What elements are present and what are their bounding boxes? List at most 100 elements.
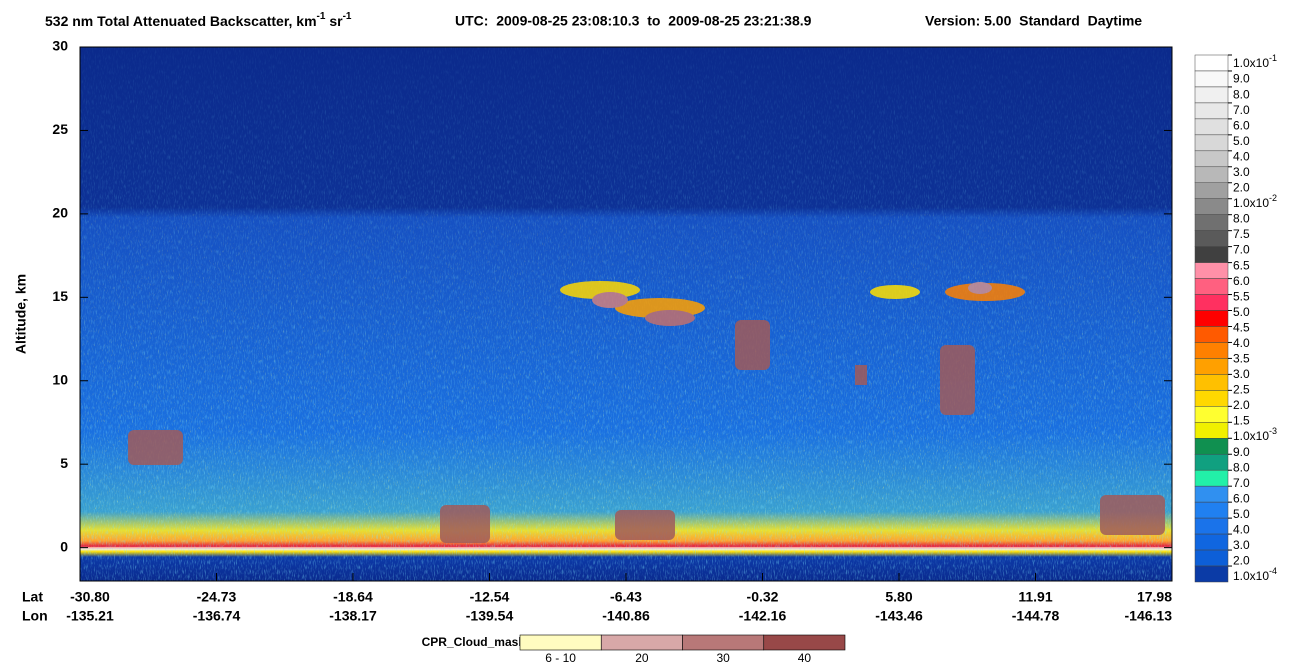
colorbar-swatch bbox=[1194, 262, 1229, 279]
colorbar-label: 1.0x10-1 bbox=[1233, 53, 1277, 70]
lon-tick-label: -142.16 bbox=[739, 608, 787, 624]
lon-tick-label: -143.46 bbox=[875, 608, 923, 624]
colorbar-swatch bbox=[1194, 102, 1229, 120]
lat-tick-label: -12.54 bbox=[470, 589, 510, 605]
colorbar-swatch bbox=[1194, 469, 1229, 487]
colorbar-label: 7.5 bbox=[1233, 227, 1250, 241]
colorbar-swatch bbox=[1194, 230, 1229, 247]
y-tick-label: 15 bbox=[52, 288, 68, 304]
colorbar-swatch bbox=[1194, 118, 1229, 136]
lon-tick-label: -136.74 bbox=[193, 608, 241, 624]
cloud-mask-title: CPR_Cloud_mask bbox=[422, 635, 526, 649]
colorbar-label: 8.0 bbox=[1233, 87, 1250, 101]
colorbar-swatch bbox=[1194, 310, 1229, 327]
colorbar-label: 1.0x10-2 bbox=[1233, 193, 1277, 210]
colorbar-label: 3.5 bbox=[1233, 352, 1250, 366]
colorbar-swatch bbox=[1194, 374, 1229, 391]
y-tick-label: 5 bbox=[60, 455, 68, 471]
y-tick-label: 0 bbox=[60, 538, 68, 554]
colorbar-label: 8.0 bbox=[1233, 212, 1250, 226]
colorbar-label: 7.0 bbox=[1233, 476, 1250, 490]
colorbar-swatch bbox=[1194, 358, 1229, 375]
colorbar-label: 1.0x10-4 bbox=[1233, 566, 1277, 583]
y-tick-label: 20 bbox=[52, 205, 68, 221]
cloud-mask-swatch bbox=[763, 634, 846, 651]
colorbar-swatch bbox=[1194, 246, 1229, 263]
lat-tick-label: -30.80 bbox=[70, 589, 110, 605]
lon-tick-label: -138.17 bbox=[329, 608, 377, 624]
colorbar-label: 2.5 bbox=[1233, 383, 1250, 397]
colorbar-swatch bbox=[1194, 70, 1229, 88]
colorbar-label: 4.0 bbox=[1233, 336, 1250, 350]
chart-title: 532 nm Total Attenuated Backscatter, km-… bbox=[45, 11, 352, 29]
colorbar-label: 9.0 bbox=[1233, 445, 1250, 459]
colorbar-swatch bbox=[1194, 501, 1229, 519]
colorbar-label: 6.0 bbox=[1233, 491, 1250, 505]
colorbar-swatch bbox=[1194, 390, 1229, 407]
colorbar-swatch bbox=[1194, 214, 1229, 231]
colorbar-swatch bbox=[1194, 406, 1229, 423]
colorbar-label: 3.0 bbox=[1233, 367, 1250, 381]
colorbar-label: 2.0 bbox=[1233, 554, 1250, 568]
cloud-mask-swatch bbox=[600, 634, 683, 651]
colorbar-label-base: 1.0x10 bbox=[1233, 429, 1269, 443]
colorbar-label-exp: -2 bbox=[1269, 193, 1277, 203]
lat-label: Lat bbox=[22, 589, 43, 605]
colorbar-label-exp: -4 bbox=[1269, 566, 1277, 576]
lon-tick-label: -144.78 bbox=[1012, 608, 1060, 624]
colorbar-swatch bbox=[1194, 294, 1229, 311]
cloud-mask-label: 6 - 10 bbox=[545, 651, 576, 665]
colorbar-label-base: 1.0x10 bbox=[1233, 196, 1269, 210]
colorbar-swatch bbox=[1194, 533, 1229, 551]
backscatter-field bbox=[80, 47, 1172, 581]
colorbar-label: 6.5 bbox=[1233, 258, 1250, 272]
lat-tick-label: -18.64 bbox=[333, 589, 373, 605]
colorbar-label: 8.0 bbox=[1233, 460, 1250, 474]
colorbar-swatch bbox=[1194, 517, 1229, 535]
lon-tick-label: -135.21 bbox=[66, 608, 114, 624]
colorbar-label: 5.0 bbox=[1233, 305, 1250, 319]
version: Version: 5.00 Standard Daytime bbox=[925, 13, 1142, 29]
colorbar-label-base: 1.0x10 bbox=[1233, 569, 1269, 583]
colorbar-swatch bbox=[1194, 453, 1229, 471]
colorbar-swatch bbox=[1194, 438, 1229, 455]
lat-tick-label: 5.80 bbox=[885, 589, 912, 605]
cloud-mask-label: 40 bbox=[798, 651, 812, 665]
colorbar-swatch bbox=[1194, 86, 1229, 104]
colorbar-label: 6.0 bbox=[1233, 118, 1250, 132]
lat-tick-label: -0.32 bbox=[747, 589, 779, 605]
cloud-mask-label: 20 bbox=[635, 651, 649, 665]
colorbar-label: 9.0 bbox=[1233, 72, 1250, 86]
colorbar-label: 4.5 bbox=[1233, 320, 1250, 334]
lon-tick-label: -139.54 bbox=[466, 608, 514, 624]
colorbar-swatch bbox=[1194, 166, 1229, 184]
colorbar-swatch bbox=[1194, 342, 1229, 359]
colorbar-label: 7.0 bbox=[1233, 243, 1250, 257]
colorbar-swatch bbox=[1194, 278, 1229, 295]
lat-tick-label: -6.43 bbox=[610, 589, 642, 605]
colorbar-label: 7.0 bbox=[1233, 103, 1250, 117]
y-tick-label: 30 bbox=[52, 38, 68, 54]
lat-tick-label: 11.91 bbox=[1018, 589, 1052, 605]
colorbar-swatch bbox=[1194, 182, 1229, 199]
colorbar-label: 2.0 bbox=[1233, 181, 1250, 195]
colorbar-label-exp: -1 bbox=[1269, 53, 1277, 63]
colorbar-swatch bbox=[1194, 422, 1229, 439]
colorbar-swatch bbox=[1194, 198, 1229, 215]
colorbar-swatch bbox=[1194, 326, 1229, 343]
colorbar-swatch bbox=[1194, 54, 1229, 72]
colorbar-label: 5.0 bbox=[1233, 134, 1250, 148]
y-tick-label: 10 bbox=[52, 371, 68, 387]
colorbar-label: 1.5 bbox=[1233, 414, 1250, 428]
colorbar-label: 3.0 bbox=[1233, 165, 1250, 179]
colorbar-swatch bbox=[1194, 565, 1229, 583]
colorbar-label-exp: -3 bbox=[1269, 426, 1277, 436]
colorbar-label: 5.0 bbox=[1233, 507, 1250, 521]
lon-tick-label: -140.86 bbox=[602, 608, 650, 624]
colorbar-label: 1.0x10-3 bbox=[1233, 426, 1277, 443]
colorbar-label: 3.0 bbox=[1233, 538, 1250, 552]
y-axis-label: Altitude, km bbox=[13, 274, 29, 354]
utc-range: UTC: 2009-08-25 23:08:10.3 to 2009-08-25… bbox=[455, 13, 812, 29]
colorbar-swatch bbox=[1194, 549, 1229, 567]
